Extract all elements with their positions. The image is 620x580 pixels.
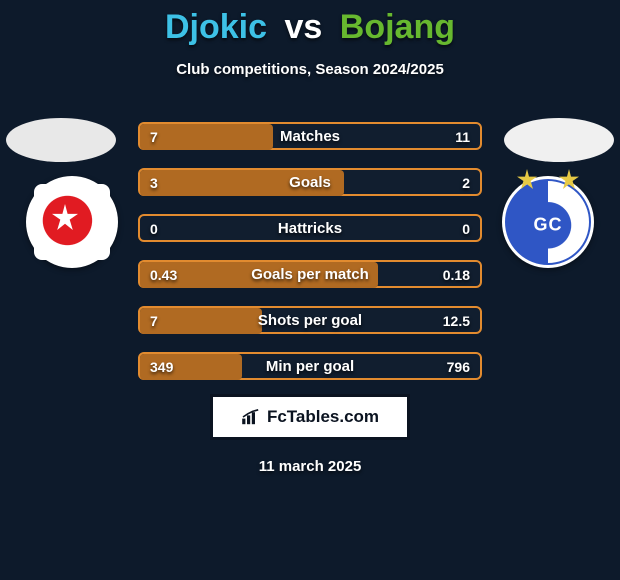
player1-photo-ellipse [6,118,116,162]
vs-text: vs [285,8,323,46]
stat-value-right: 796 [447,352,470,382]
stat-row: 0Hattricks0 [138,214,482,244]
stat-label: Goals [138,168,482,198]
stat-value-right: 0.18 [443,260,470,290]
brand-chart-icon [241,409,261,425]
stat-label: Goals per match [138,260,482,290]
brand-badge: FcTables.com [210,394,410,440]
date-text: 11 march 2025 [0,458,620,475]
stat-label: Hattricks [138,214,482,244]
player2-photo-ellipse [504,118,614,162]
stat-value-right: 0 [462,214,470,244]
stat-row: 3Goals2 [138,168,482,198]
comparison-title: Djokic vs Bojang [0,0,620,47]
player1-club-logo [26,176,118,268]
player1-name: Djokic [165,8,267,46]
stat-value-right: 12.5 [443,306,470,336]
stat-row: 0.43Goals per match0.18 [138,260,482,290]
sion-logo-icon [34,184,110,260]
stat-row: 7Matches11 [138,122,482,152]
stat-label: Shots per goal [138,306,482,336]
stat-value-right: 2 [462,168,470,198]
stat-bars: 7Matches11 3Goals2 0Hattricks0 0.43Goals pe… [138,122,482,398]
stat-row: 7Shots per goal12.5 [138,306,482,336]
stat-label: Matches [138,122,482,152]
stat-row: 349Min per goal796 [138,352,482,382]
player2-club-logo: GC [502,176,594,268]
stat-label: Min per goal [138,352,482,382]
grasshopper-logo-text: GC [534,215,563,236]
subtitle: Club competitions, Season 2024/2025 [0,61,620,78]
brand-text: FcTables.com [267,407,379,427]
player2-name: Bojang [340,8,455,46]
stat-value-right: 11 [455,122,470,152]
comparison-panel: GC 7Matches11 3Goals2 0Hattricks0 0.43Goals… [0,100,620,480]
grasshopper-logo-icon: GC [505,179,591,265]
